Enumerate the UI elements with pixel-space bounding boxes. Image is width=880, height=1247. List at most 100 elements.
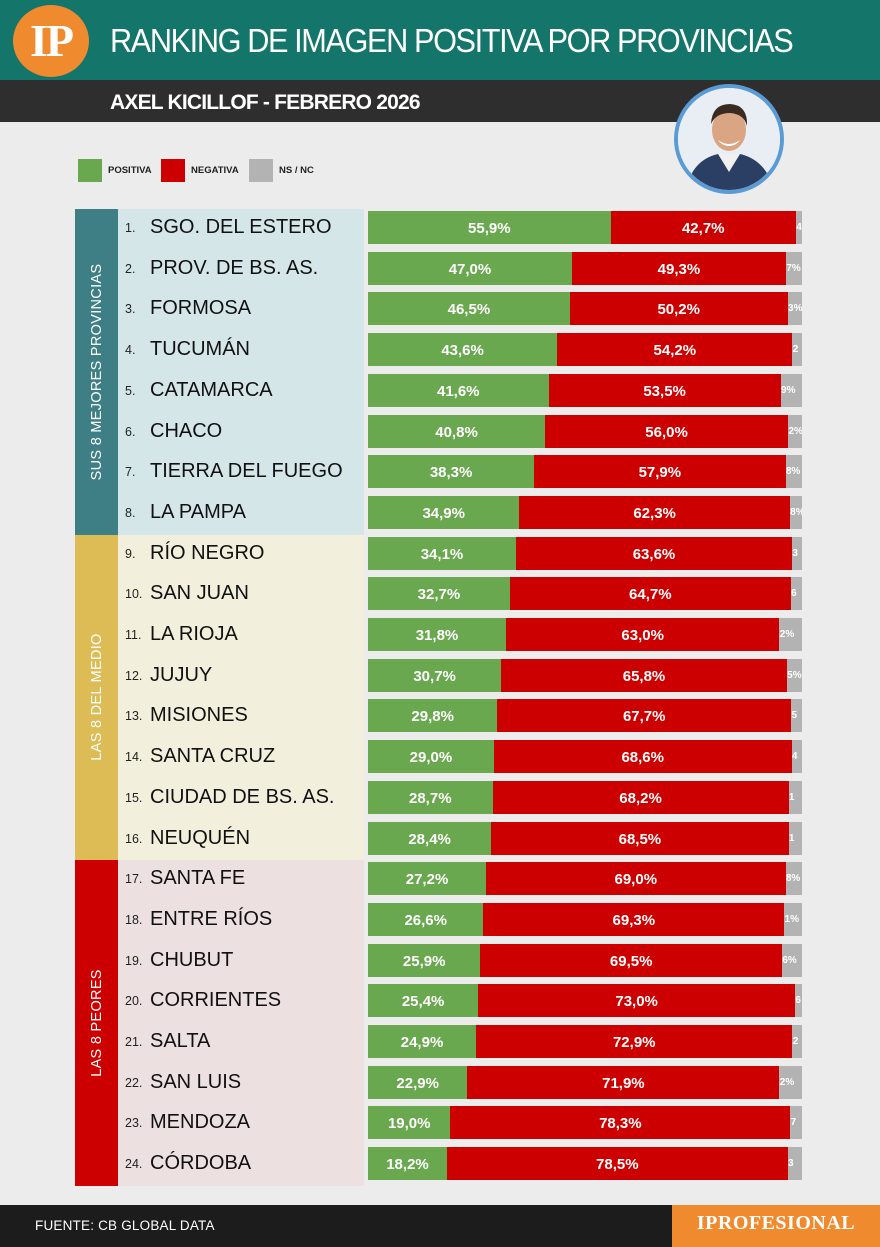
stacked-bar: 47,0% 49,3% 3,7%	[368, 251, 802, 285]
bar-segment-positiva: 31,8%	[368, 618, 506, 651]
table-row: 5. CATAMARCA 41,6% 53,5% 4,9%	[118, 372, 818, 413]
value-label-negativa: 69,3%	[612, 911, 656, 929]
bar-segment-positiva: 30,7%	[368, 658, 502, 692]
stacked-bar: 26,6% 69,3% 4,1%	[368, 902, 802, 936]
stacked-bar: 27,2% 69,0% 3,8%	[368, 862, 802, 896]
value-label-nsnc: 2,2	[792, 344, 799, 356]
bar-segment-positiva: 34,9%	[368, 495, 520, 529]
stacked-bar: 19,0% 78,3% 2,7	[368, 1106, 802, 1140]
bar-segment-negativa: 69,3%	[483, 902, 785, 936]
table-row: 7. TIERRA DEL FUEGO 38,3% 57,9% 3,8%	[118, 453, 818, 494]
bar-segment-negativa: 68,6%	[493, 740, 792, 774]
bar-segment-positiva: 29,8%	[368, 699, 498, 733]
value-label-negativa: 65,8%	[622, 667, 666, 685]
bar-segment-negativa: 65,8%	[501, 658, 787, 692]
legend-label-nsnc: NS / NC	[279, 165, 314, 176]
value-label-negativa: 67,7%	[622, 708, 666, 726]
group-band-worst: LAS 8 PEORES	[75, 860, 118, 1186]
bar-segment-positiva: 47,0%	[368, 251, 572, 285]
rank-number: 17.	[125, 872, 143, 887]
bar-segment-negativa: 67,7%	[497, 699, 792, 733]
bar-segment-nsnc: 2,8%	[789, 495, 802, 529]
province-name: LA PAMPA	[150, 500, 246, 523]
rank-number: 5.	[125, 383, 136, 398]
bar-segment-negativa: 42,7%	[610, 211, 796, 244]
value-label-negativa: 68,2%	[619, 789, 662, 807]
table-row: 21. SALTA 24,9% 72,9% 2,2	[118, 1023, 818, 1064]
province-name: SALTA	[150, 1030, 211, 1052]
rank-number: 8.	[125, 505, 136, 520]
value-label-negativa: 64,7%	[629, 586, 672, 604]
bar-segment-nsnc: 2,5	[791, 699, 802, 733]
province-name: PROV. DE BS. AS.	[150, 256, 319, 279]
ranking-rows: 1. SGO. DEL ESTERO 55,9% 42,7% 1,4 2. PROV. DE…	[118, 209, 818, 1186]
value-label-nsnc: 2,6	[791, 588, 797, 600]
stacked-bar: 41,6% 53,5% 4,9%	[368, 373, 802, 407]
bar-segment-nsnc: 2,3	[792, 536, 802, 570]
value-label-negativa: 63,6%	[632, 545, 676, 563]
bar-segment-nsnc: 4,1%	[784, 902, 802, 936]
table-row: 16. NEUQUÉN 28,4% 68,5% 3,1	[118, 820, 818, 861]
bar-segment-positiva: 46,5%	[368, 292, 570, 326]
value-label-positiva: 22,9%	[396, 1074, 439, 1092]
group-label-middle: LAS 8 DEL MEDIO	[88, 633, 105, 762]
value-label-nsnc: 3,5%	[787, 669, 802, 681]
stacked-bar: 28,7% 68,2% 3,1	[368, 780, 802, 814]
rank-number: 15.	[125, 790, 143, 805]
province-name: SAN LUIS	[150, 1070, 242, 1093]
value-label-nsnc: 5,2%	[779, 1076, 795, 1088]
rank-number: 20.	[125, 994, 143, 1009]
value-label-nsnc: 1,6	[795, 995, 801, 1007]
bar-segment-nsnc: 4,9%	[780, 373, 802, 407]
value-label-nsnc: 2,4	[791, 751, 798, 763]
name-bg-middle	[118, 534, 364, 861]
value-label-negativa: 42,7%	[681, 220, 725, 237]
province-name: MENDOZA	[150, 1111, 250, 1134]
bar-segment-positiva: 25,4%	[368, 984, 479, 1018]
value-label-positiva: 24,9%	[400, 1034, 444, 1051]
rank-number: 14.	[125, 750, 143, 765]
value-label-nsnc: 3,2%	[788, 425, 802, 437]
value-label-nsnc: 1,4	[796, 222, 802, 233]
rank-number: 23.	[125, 1116, 143, 1131]
group-label-best: SUS 8 MEJORES PROVINCIAS	[88, 263, 105, 481]
chart-subtitle: AXEL KICILLOF - FEBRERO 2026	[110, 91, 421, 114]
value-label-positiva: 38,3%	[429, 464, 473, 482]
bar-segment-positiva: 29,0%	[368, 740, 494, 774]
chart-title: RANKING DE IMAGEN POSITIVA POR PROVINCIA…	[110, 22, 794, 59]
value-label-positiva: 40,8%	[435, 423, 478, 441]
value-label-negativa: 73,0%	[615, 993, 658, 1011]
bar-segment-positiva: 34,1%	[368, 536, 516, 570]
stacked-bar: 46,5% 50,2% 3,3%	[368, 292, 802, 326]
value-label-nsnc: 3,3	[788, 1158, 794, 1170]
value-label-positiva: 41,6%	[436, 382, 480, 400]
bar-segment-positiva: 32,7%	[368, 577, 510, 611]
rank-number: 4.	[125, 343, 136, 358]
legend-swatch-positiva	[78, 159, 102, 182]
bar-segment-nsnc: 1,4	[795, 211, 802, 244]
table-row: 14. SANTA CRUZ 29,0% 68,6% 2,4	[118, 738, 818, 779]
value-label-nsnc: 2,7	[790, 1117, 797, 1129]
table-row: 20. CORRIENTES 25,4% 73,0% 1,6	[118, 982, 818, 1023]
bar-segment-negativa: 63,6%	[515, 536, 792, 570]
table-row: 22. SAN LUIS 22,9% 71,9% 5,2%	[118, 1064, 818, 1105]
value-label-nsnc: 4,1%	[784, 913, 799, 925]
rank-number: 6.	[125, 424, 136, 439]
stacked-bar: 38,3% 57,9% 3,8%	[368, 455, 802, 489]
bar-segment-nsnc: 3,7%	[785, 251, 802, 285]
brand-name: IPROFESIONAL	[696, 1212, 856, 1234]
value-label-negativa: 69,5%	[609, 952, 653, 970]
value-label-positiva: 25,9%	[402, 952, 446, 970]
value-label-negativa: 53,5%	[643, 382, 686, 400]
bar-segment-negativa: 78,3%	[450, 1106, 791, 1140]
value-label-positiva: 55,9%	[468, 220, 511, 237]
table-row: 24. CÓRDOBA 18,2% 78,5% 3,3	[118, 1145, 818, 1186]
brand-box	[672, 1205, 880, 1247]
bar-segment-positiva: 40,8%	[368, 414, 546, 448]
bar-segment-negativa: 50,2%	[569, 292, 788, 326]
value-label-positiva: 32,7%	[417, 586, 461, 604]
value-label-negativa: 68,5%	[618, 830, 662, 848]
table-row: 9. RÍO NEGRO 34,1% 63,6% 2,3	[118, 535, 818, 576]
bar-segment-negativa: 64,7%	[509, 577, 791, 611]
province-name: CHACO	[150, 419, 223, 442]
